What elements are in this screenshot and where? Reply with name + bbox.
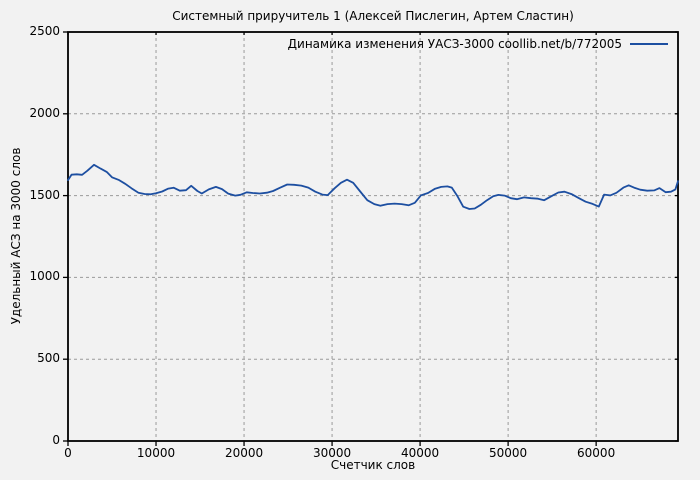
legend-line-sample bbox=[630, 43, 668, 45]
y-tick-label: 2000 bbox=[29, 105, 60, 120]
y-tick-label: 1500 bbox=[29, 187, 60, 202]
y-tick-label: 1000 bbox=[29, 269, 60, 284]
y-tick-label: 500 bbox=[37, 351, 60, 366]
y-tick-label: 0 bbox=[52, 433, 60, 447]
x-tick-label: 30000 bbox=[312, 446, 352, 460]
x-tick-label: 50000 bbox=[489, 446, 528, 460]
y-tick-label: 2500 bbox=[29, 24, 60, 38]
x-tick-label: 20000 bbox=[224, 446, 264, 460]
chart-title: Системный приручитель 1 (Алексей Пислеги… bbox=[172, 9, 574, 23]
x-tick-label: 40000 bbox=[400, 446, 440, 460]
x-axis-label: Счетчик слов bbox=[330, 458, 416, 472]
legend: Динамика изменения УАСЗ-3000 coollib.net… bbox=[288, 37, 668, 51]
x-tick-label: 60000 bbox=[577, 446, 616, 460]
x-tick-label: 10000 bbox=[136, 446, 176, 460]
x-tick-label: 0 bbox=[64, 446, 72, 460]
legend-label: Динамика изменения УАСЗ-3000 coollib.net… bbox=[287, 37, 622, 51]
